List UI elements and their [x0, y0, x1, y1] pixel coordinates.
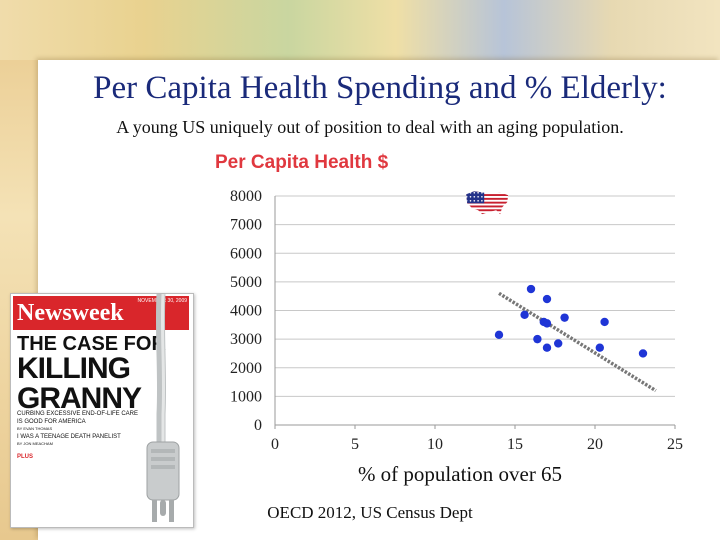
data-point: [533, 334, 542, 344]
data-point: [526, 284, 536, 294]
tagline-1: CURBING EXCESSIVE END-OF-LIFE CARE: [17, 411, 139, 417]
background-texture-top: [0, 0, 720, 60]
y-tick-label: 5000: [230, 274, 262, 291]
data-point: [638, 349, 648, 358]
us-flag-icon: [466, 191, 509, 215]
headline-line-1: THE CASE FOR: [17, 333, 166, 355]
data-point: [595, 343, 604, 352]
slide-subtitle: A young US uniquely out of position to d…: [116, 117, 624, 137]
power-plug-icon: [146, 294, 180, 522]
slide-title: Per Capita Health Spending and % Elderly…: [93, 70, 667, 106]
chart-trendline: [498, 291, 657, 393]
tagline-2: IS GOOD FOR AMERICA: [17, 419, 86, 425]
tagline-byline: BY EVAN THOMAS: [17, 426, 53, 431]
y-tick-label: 4000: [230, 303, 262, 320]
data-point: [600, 317, 609, 327]
y-tick-label: 6000: [230, 245, 262, 262]
headline-line-2: KILLING: [17, 352, 131, 385]
chart-axes: [274, 196, 676, 429]
y-tick-label: 3000: [230, 331, 262, 348]
y-tick-label: 1000: [230, 388, 262, 405]
data-point: [542, 294, 552, 304]
data-point: [542, 343, 552, 352]
x-tick-label: 5: [351, 436, 359, 453]
x-tick-label: 25: [667, 436, 683, 453]
story-2-byline: BY JON MEACHAM: [17, 441, 53, 446]
magazine-headline: THE CASE FOR KILLING GRANNY: [17, 334, 166, 414]
chart-points: [466, 191, 648, 358]
story-2: I WAS A TEENAGE DEATH PANELIST: [17, 434, 121, 440]
plus-label: PLUS: [17, 454, 34, 460]
x-tick-label: 10: [427, 436, 443, 453]
headline-line-3: GRANNY: [17, 382, 142, 415]
data-point: [520, 310, 529, 319]
y-tick-label: 0: [254, 417, 262, 434]
y-tick-label: 2000: [230, 360, 262, 377]
newsweek-cover-image: Newsweek NOVEMBER 30, 2009 THE CASE FOR …: [10, 293, 194, 528]
data-point: [494, 330, 504, 340]
chart-title: Per Capita Health $: [215, 152, 389, 173]
us-flag-point: [466, 191, 509, 215]
data-point: [542, 319, 552, 328]
source-citation: OECD 2012, US Census Dept: [267, 503, 473, 522]
data-point: [560, 313, 569, 322]
x-tick-label: 0: [271, 436, 279, 453]
y-tick-label: 7000: [230, 217, 262, 234]
trendline: [498, 291, 657, 393]
x-tick-label: 15: [507, 436, 523, 453]
x-axis-title: % of population over 65: [357, 462, 563, 486]
chart-tick-labels: 0 1000 2000 3000 4000 5000 6000 7000 8000 0 5 10 15 2…: [230, 188, 683, 453]
data-point: [554, 339, 563, 348]
y-tick-label: 8000: [230, 188, 262, 205]
x-tick-label: 20: [587, 436, 603, 453]
